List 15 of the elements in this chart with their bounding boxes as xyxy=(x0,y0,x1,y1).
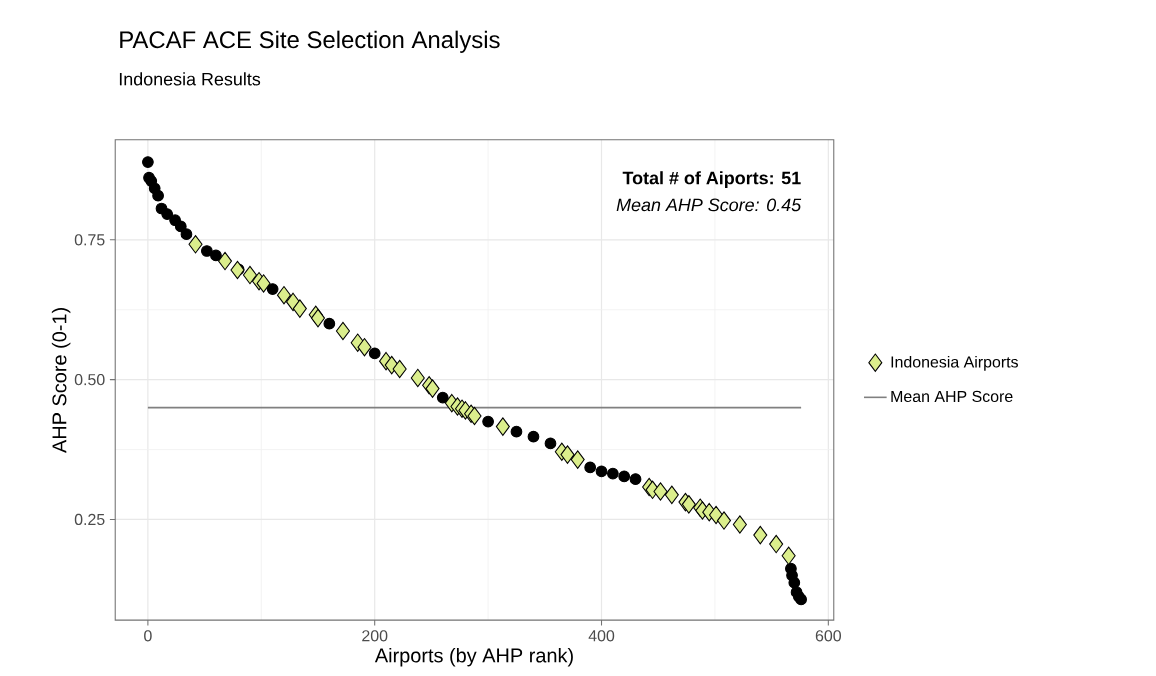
x-tick-label: 400 xyxy=(588,630,615,642)
legend-label: Mean AHP Score xyxy=(891,390,1013,403)
y-tick-label: 0.25 xyxy=(74,513,105,526)
y-tick-label: 0.50 xyxy=(74,373,105,386)
x-axis-title: Airports (by AHP rank) xyxy=(374,647,573,667)
annotation: Mean AHP Score: 0.45 xyxy=(616,198,802,212)
legend-label: Indonesia Airports xyxy=(891,355,1018,371)
y-tick-label: 0.75 xyxy=(74,234,105,246)
chart-title: PACAF ACE Site Selection Analysis xyxy=(120,30,500,53)
x-tick-label: 200 xyxy=(362,630,388,642)
x-tick-label: 600 xyxy=(815,630,842,642)
chart-subtitle: Indonesia Results xyxy=(119,72,261,86)
y-axis-title: AHP Score (0-1) xyxy=(51,308,71,453)
annotation: Total # of Aiports: 51 xyxy=(622,171,801,188)
x-tick-label: 0 xyxy=(144,630,152,642)
